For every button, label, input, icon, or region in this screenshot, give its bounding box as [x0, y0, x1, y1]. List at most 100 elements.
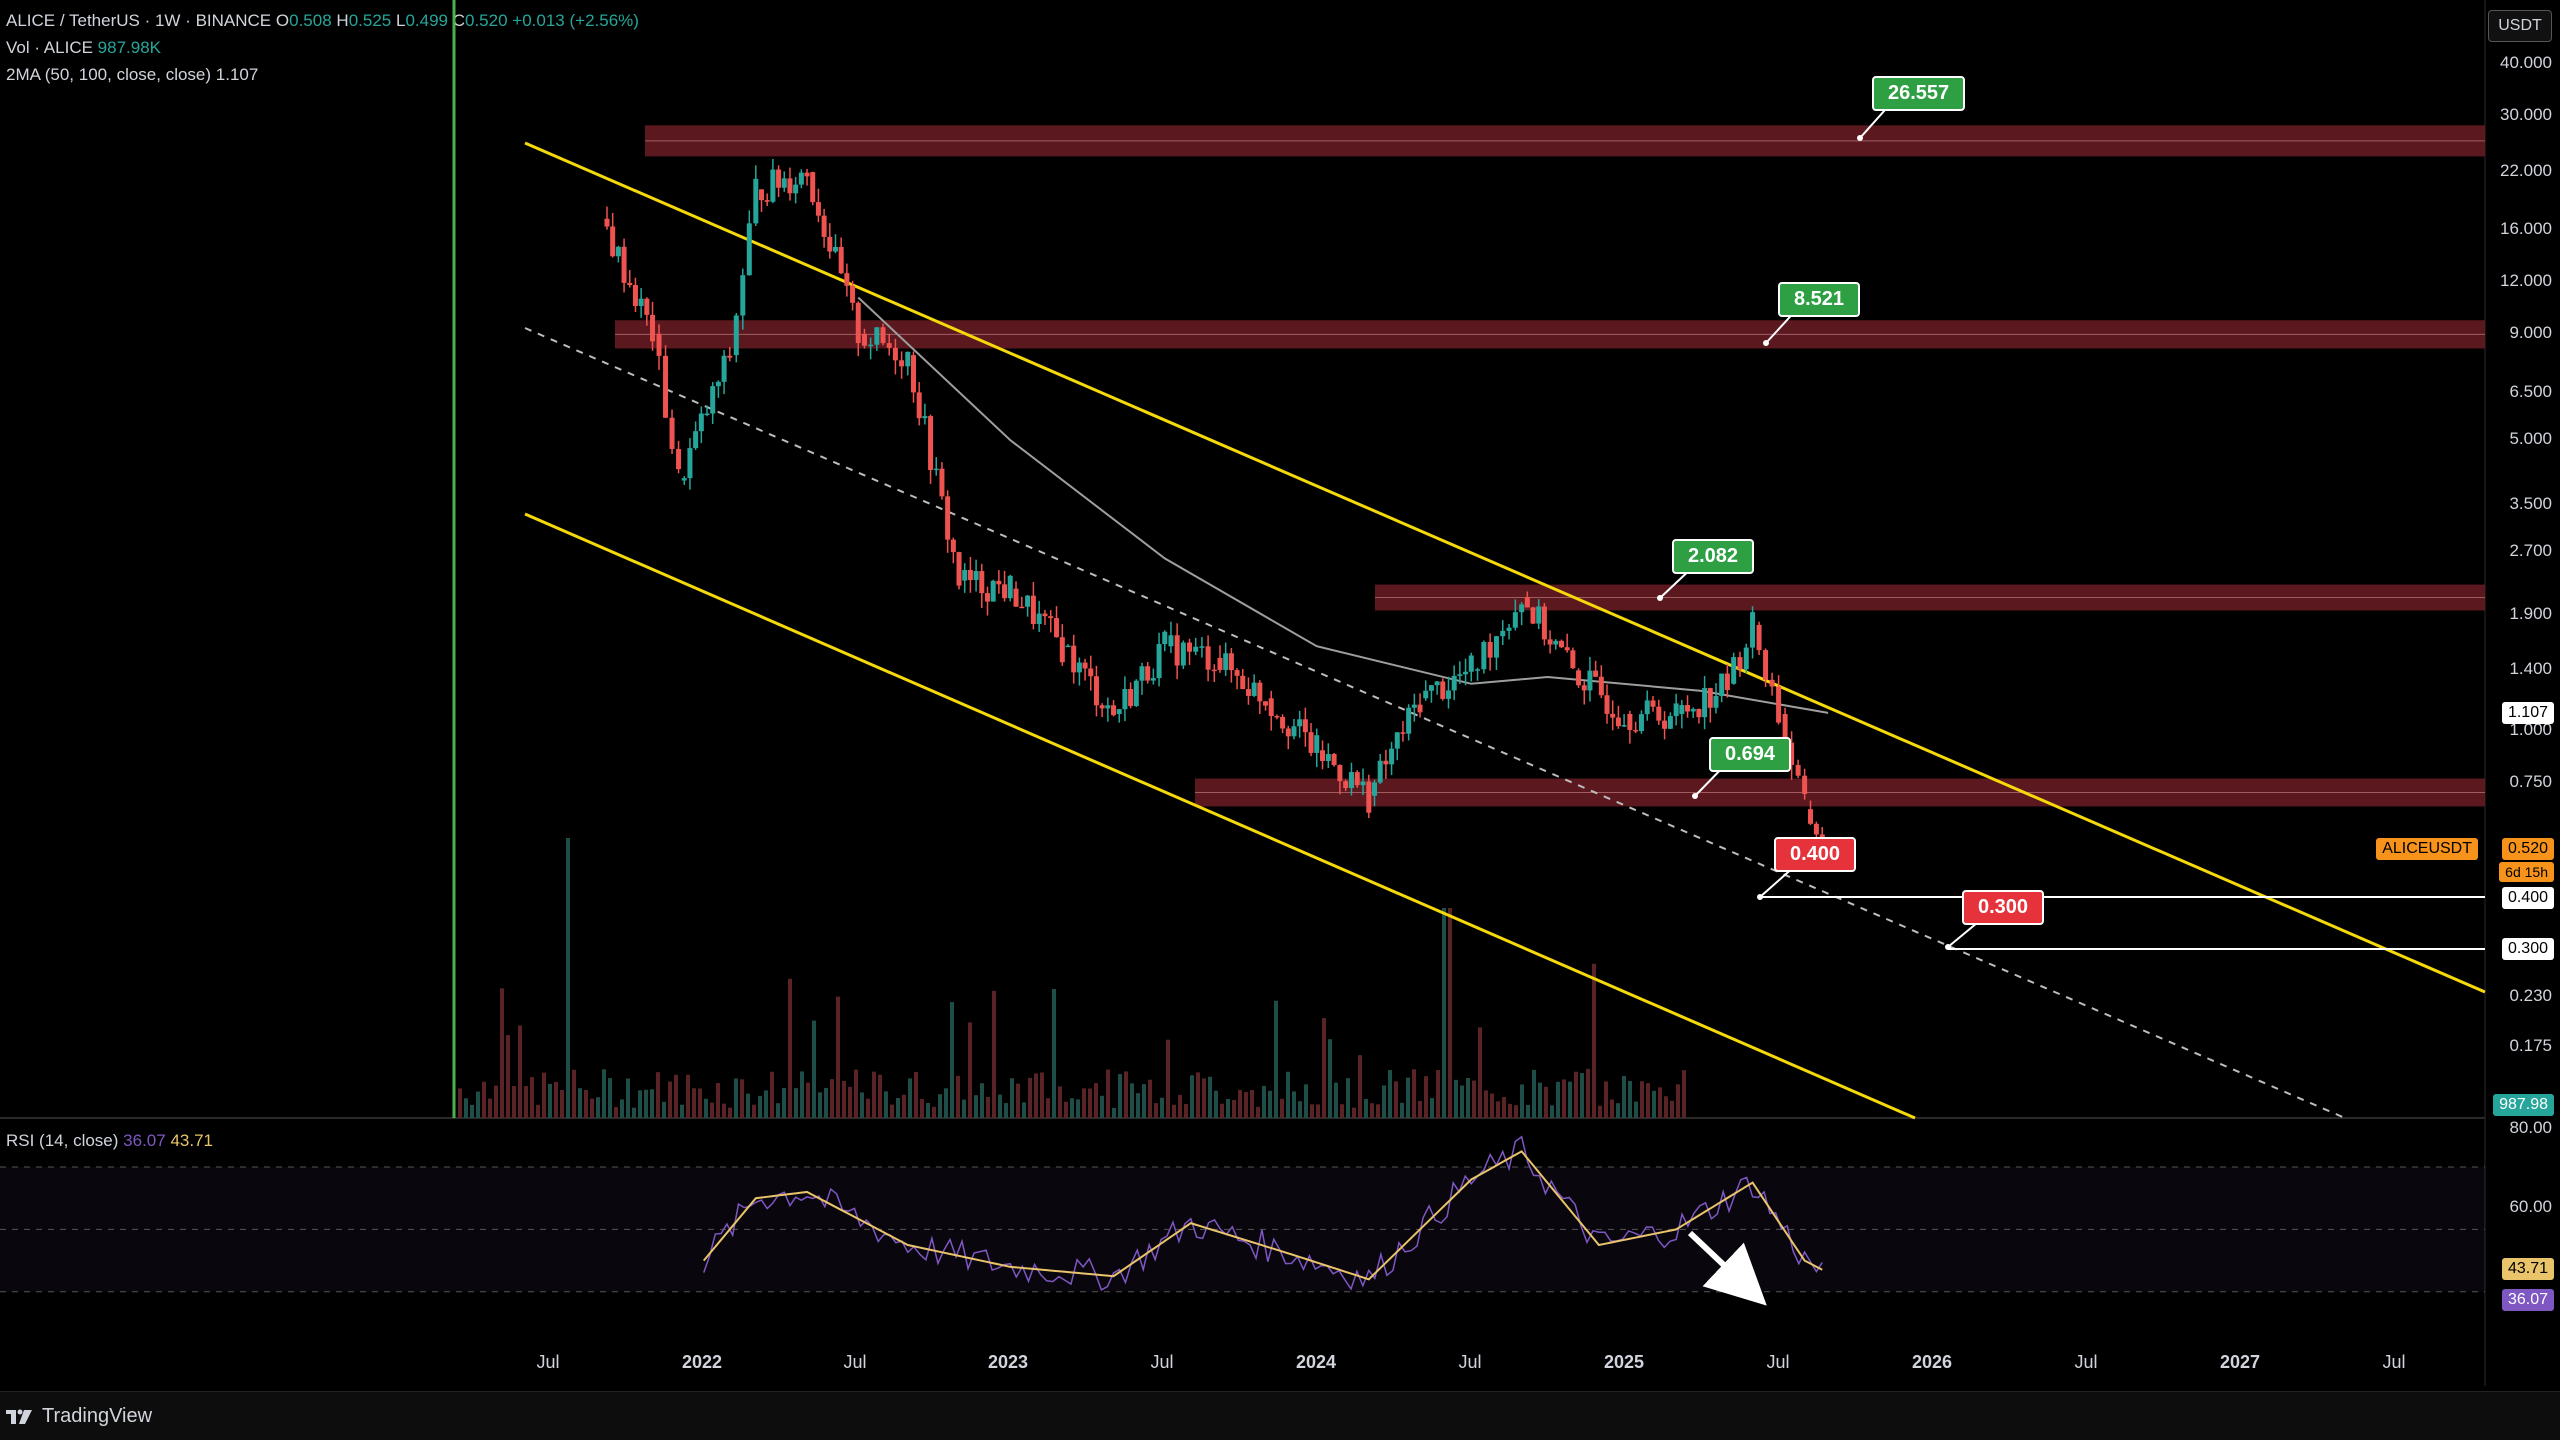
time-axis-label: 2022 [681, 1352, 723, 1372]
time-axis-label: 2026 [1911, 1352, 1953, 1372]
volume-value: 987.98K [97, 38, 162, 57]
volume-bar [1544, 1086, 1548, 1118]
candle-body [1564, 647, 1570, 651]
volume-bar [968, 1022, 972, 1118]
volume-bar [1580, 1073, 1584, 1118]
candle-body [1541, 606, 1547, 640]
volume-bar [1634, 1101, 1638, 1118]
candle-body [1251, 682, 1257, 696]
candle-body [1750, 612, 1756, 648]
support-tag-1[interactable]: 0.400 [1774, 837, 1857, 872]
candle-body [1314, 735, 1320, 753]
candle-body [1553, 640, 1559, 645]
volume-bar [1628, 1080, 1632, 1118]
volume-bar [1046, 1098, 1050, 1118]
candle-body [933, 468, 939, 471]
volume-bar [1418, 1100, 1422, 1118]
volume-bar [518, 1025, 522, 1118]
volume-bar [776, 1103, 780, 1118]
price-axis-label: 16.000 [2500, 218, 2552, 238]
candle-body [1813, 823, 1819, 835]
candle-body [1769, 679, 1775, 687]
volume-bar [560, 1089, 564, 1118]
price-axis-label: 40.000 [2500, 53, 2552, 72]
candle-body [1576, 670, 1582, 686]
target-tag-4[interactable]: 0.694 [1709, 737, 1792, 772]
candle-body [710, 386, 716, 414]
symbol-price-tag: ALICEUSDT [2376, 838, 2478, 860]
volume-bar [1082, 1088, 1086, 1118]
candle-body [1372, 782, 1378, 796]
volume-bar [686, 1074, 690, 1118]
candle-body [1366, 781, 1372, 813]
volume-bar [1298, 1101, 1302, 1118]
target-tag-1[interactable]: 26.557 [1872, 76, 1966, 111]
volume-bar [836, 996, 840, 1118]
candle-body [746, 223, 752, 276]
candle-body [905, 351, 911, 367]
candle-body [1570, 650, 1576, 669]
candle-body [868, 344, 874, 347]
volume-bar [1148, 1079, 1152, 1118]
candle-body [676, 448, 682, 470]
volume-legend[interactable]: Vol · ALICE 987.98K [6, 35, 161, 61]
candle-body [1245, 689, 1251, 696]
volume-bar [1262, 1086, 1266, 1118]
volume-bar [866, 1098, 870, 1118]
candle-body [1445, 690, 1451, 699]
volume-bar [1682, 1070, 1686, 1118]
target-tag-3[interactable]: 2.082 [1672, 539, 1755, 574]
volume-bar [458, 1088, 462, 1118]
candle-body [1763, 650, 1769, 680]
candle-body [1702, 688, 1708, 718]
candle-body [1093, 676, 1099, 706]
volume-bar [1064, 1101, 1068, 1118]
volume-bar [848, 1086, 852, 1118]
volume-bar [626, 1078, 630, 1118]
currency-button[interactable]: USDT [2488, 10, 2552, 42]
symbol-legend[interactable]: ALICE / TetherUS · 1W · BINANCE O0.508 H… [6, 8, 639, 34]
volume-bar [1496, 1101, 1500, 1118]
volume-label: Vol · ALICE [6, 38, 93, 57]
volume-bar [1652, 1090, 1656, 1118]
volume-bar [584, 1089, 588, 1118]
tradingview-logo[interactable]: TradingView [6, 1405, 152, 1428]
support-tag-2[interactable]: 0.300 [1962, 890, 2045, 925]
rsi-axis-80: 80.00 [2509, 1118, 2552, 1137]
volume-bar [1586, 1068, 1590, 1118]
volume-bar [1616, 1103, 1620, 1118]
volume-bar [650, 1089, 654, 1118]
ma-legend[interactable]: 2MA (50, 100, close, close) 1.107 [6, 62, 258, 88]
volume-bar [1106, 1069, 1110, 1118]
candle-body [704, 413, 710, 416]
footer-bar: TradingView [0, 1391, 2560, 1440]
volume-bar [1160, 1097, 1164, 1118]
volume-bar [590, 1098, 594, 1118]
bar-countdown: 6d 15h [2499, 862, 2554, 882]
candle-body [1139, 666, 1145, 681]
target-tag-2[interactable]: 8.521 [1778, 282, 1861, 317]
volume-bar [1478, 1027, 1482, 1118]
volume-bar [764, 1090, 768, 1118]
candle-body [850, 285, 856, 303]
volume-bar [1370, 1103, 1374, 1118]
candle-body [1782, 714, 1788, 743]
volume-bar [980, 1083, 984, 1118]
candle-body [1627, 714, 1633, 730]
down-arrow-icon [1687, 1230, 1767, 1306]
candle-body [1036, 613, 1042, 625]
volume-bar [872, 1071, 876, 1118]
volume-bar [1058, 1086, 1062, 1118]
candle-body [1285, 728, 1291, 737]
symbol-title: ALICE / TetherUS · 1W · BINANCE [6, 11, 272, 30]
annotation-anchor [1657, 595, 1663, 601]
candle-body [1610, 713, 1616, 718]
candle-body [1679, 705, 1685, 715]
candle-body [1581, 685, 1587, 691]
candle-body [1007, 575, 1013, 599]
candle-body [1257, 682, 1263, 702]
candle-body [1042, 613, 1048, 617]
candle-body [604, 218, 610, 227]
rsi-legend[interactable]: RSI (14, close) 36.07 43.71 [6, 1128, 213, 1154]
